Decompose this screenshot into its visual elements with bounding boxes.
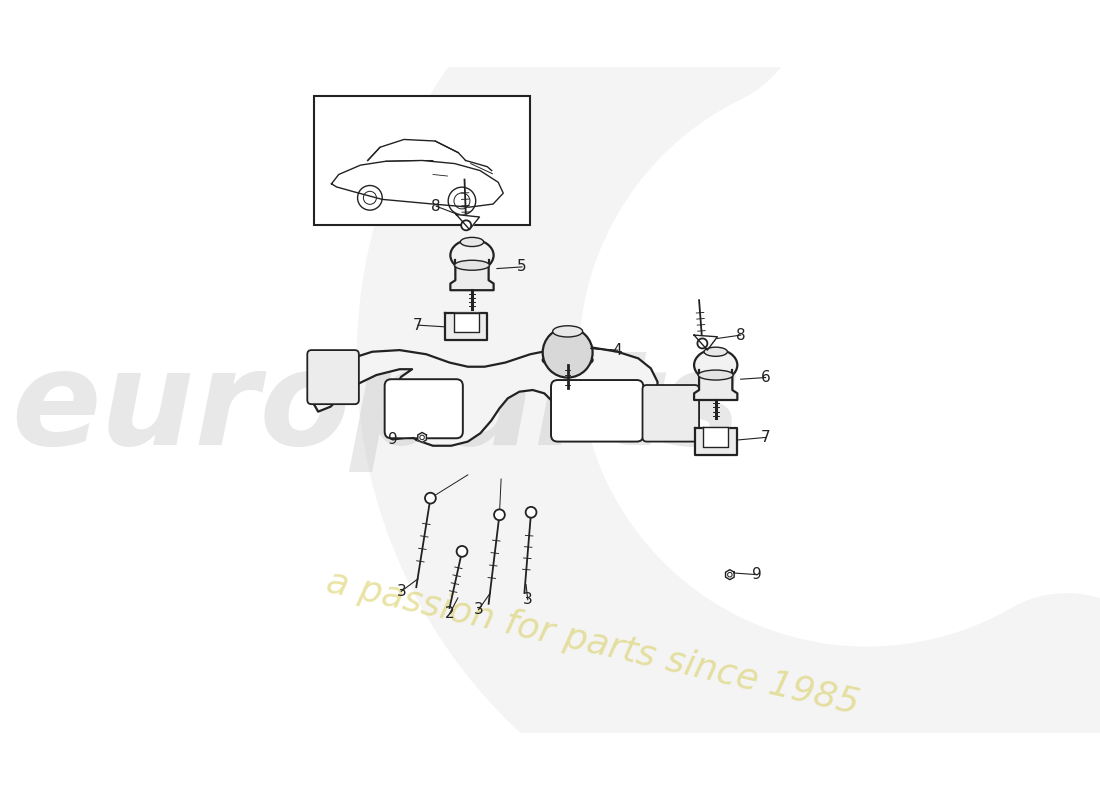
- Bar: [314, 96, 530, 226]
- Ellipse shape: [552, 326, 583, 337]
- Circle shape: [526, 507, 537, 518]
- Text: 6: 6: [761, 370, 770, 385]
- Polygon shape: [703, 427, 728, 446]
- Ellipse shape: [454, 260, 490, 270]
- Polygon shape: [453, 313, 478, 332]
- Circle shape: [727, 573, 733, 577]
- Text: 3: 3: [474, 602, 484, 617]
- Ellipse shape: [450, 239, 494, 271]
- Text: 3: 3: [522, 592, 532, 607]
- Circle shape: [425, 493, 436, 503]
- Text: 8: 8: [431, 198, 441, 214]
- Text: a passion for parts since 1985: a passion for parts since 1985: [322, 565, 862, 721]
- Polygon shape: [418, 433, 427, 442]
- FancyBboxPatch shape: [551, 380, 644, 442]
- FancyBboxPatch shape: [385, 379, 463, 438]
- Polygon shape: [450, 266, 494, 290]
- Ellipse shape: [460, 238, 484, 246]
- Text: 5: 5: [517, 259, 527, 274]
- Polygon shape: [314, 347, 658, 446]
- Circle shape: [461, 220, 471, 230]
- Polygon shape: [726, 570, 734, 580]
- Polygon shape: [694, 375, 737, 400]
- FancyBboxPatch shape: [642, 385, 700, 442]
- Text: 8: 8: [736, 328, 746, 342]
- Circle shape: [697, 338, 707, 349]
- Text: 9: 9: [752, 567, 762, 582]
- Text: 2: 2: [444, 606, 454, 622]
- Ellipse shape: [694, 350, 737, 381]
- Circle shape: [456, 546, 468, 557]
- Text: 9: 9: [388, 433, 398, 447]
- Circle shape: [420, 435, 425, 440]
- Polygon shape: [694, 335, 717, 350]
- Polygon shape: [695, 428, 737, 455]
- Ellipse shape: [704, 347, 727, 356]
- Text: 4: 4: [613, 342, 623, 358]
- FancyBboxPatch shape: [307, 350, 359, 404]
- Circle shape: [494, 510, 505, 520]
- Ellipse shape: [542, 354, 593, 367]
- Polygon shape: [446, 314, 487, 340]
- Text: 3: 3: [396, 584, 406, 599]
- Text: 7: 7: [414, 318, 422, 333]
- Polygon shape: [456, 214, 480, 230]
- Circle shape: [542, 328, 593, 378]
- Text: europarts: europarts: [11, 345, 741, 472]
- Text: 7: 7: [761, 430, 770, 445]
- Ellipse shape: [698, 370, 734, 380]
